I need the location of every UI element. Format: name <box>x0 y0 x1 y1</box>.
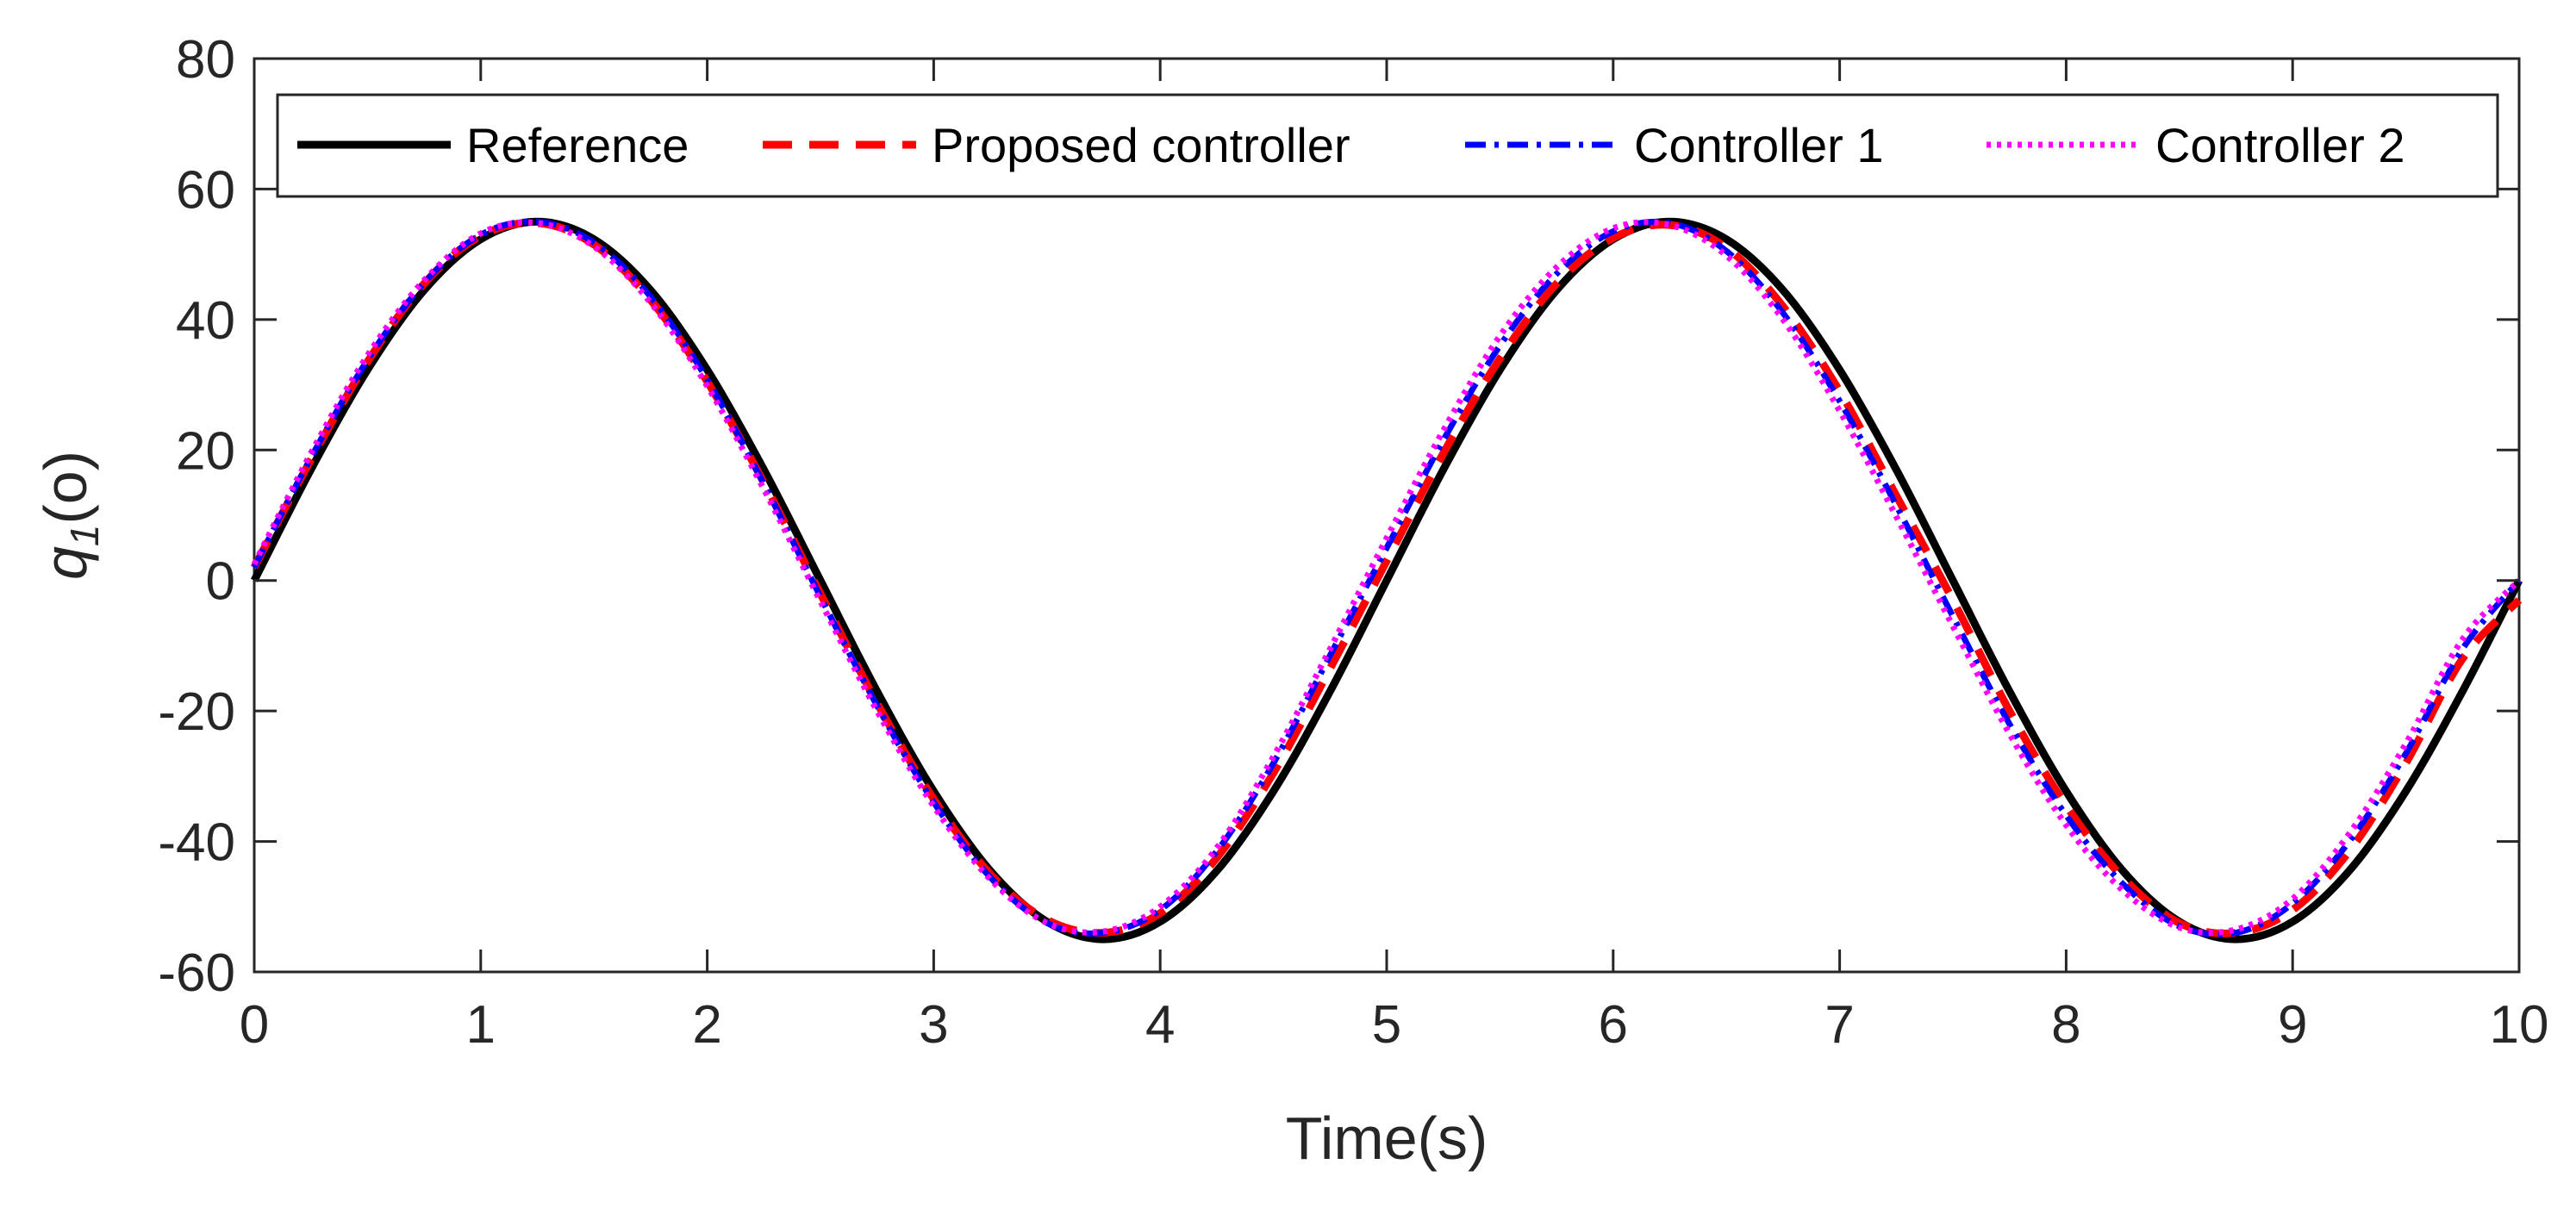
x-tick-label: 8 <box>2051 995 2080 1055</box>
x-tick-label: 4 <box>1145 995 1175 1055</box>
legend-label-3: Controller 1 <box>1634 118 1883 172</box>
x-tick-label: 1 <box>466 995 496 1055</box>
legend-box <box>276 93 2499 198</box>
legend-label-2: Proposed controller <box>932 118 1350 172</box>
x-tick-label: 3 <box>919 995 948 1055</box>
legend-label-1: Reference <box>466 118 689 172</box>
x-axis-label: Time(s) <box>1286 1105 1488 1172</box>
y-tick-label: 20 <box>176 421 235 481</box>
y-tick-label: 40 <box>176 291 235 351</box>
legend-label-4: Controller 2 <box>2155 118 2404 172</box>
y-tick-label: 80 <box>176 30 235 90</box>
x-tick-label: 0 <box>240 995 269 1055</box>
y-tick-label: -60 <box>158 943 235 1003</box>
y-axis-label: q1(o) <box>32 451 107 580</box>
y-axis-symbol: q <box>32 546 99 580</box>
y-tick-label: 0 <box>206 552 235 612</box>
y-tick-label: 60 <box>176 160 235 220</box>
plot-area <box>253 57 2521 974</box>
x-tick-label: 9 <box>2278 995 2307 1055</box>
series-layer <box>250 217 2523 943</box>
legend: Reference Proposed controller Controller 1… <box>276 93 2499 198</box>
series-line-1 <box>250 217 2523 943</box>
x-tick-label: 5 <box>1372 995 1401 1055</box>
x-tick-label: 6 <box>1599 995 1628 1055</box>
y-tick-label: -20 <box>158 682 235 742</box>
x-tick-label: 2 <box>692 995 721 1055</box>
x-tick-label: 10 <box>2490 995 2549 1055</box>
y-axis-subscript: 1 <box>62 525 107 547</box>
x-tick-label: 7 <box>1824 995 1854 1055</box>
y-tick-label: -40 <box>158 813 235 873</box>
series-line-2 <box>251 219 2523 937</box>
y-axis-unit: (o) <box>32 451 99 525</box>
series-line-3 <box>251 218 2522 938</box>
tick-layer: 0 1 2 3 4 5 6 7 8 9 10 -60 -40 -20 0 20 40 60 80 <box>158 30 2548 1055</box>
